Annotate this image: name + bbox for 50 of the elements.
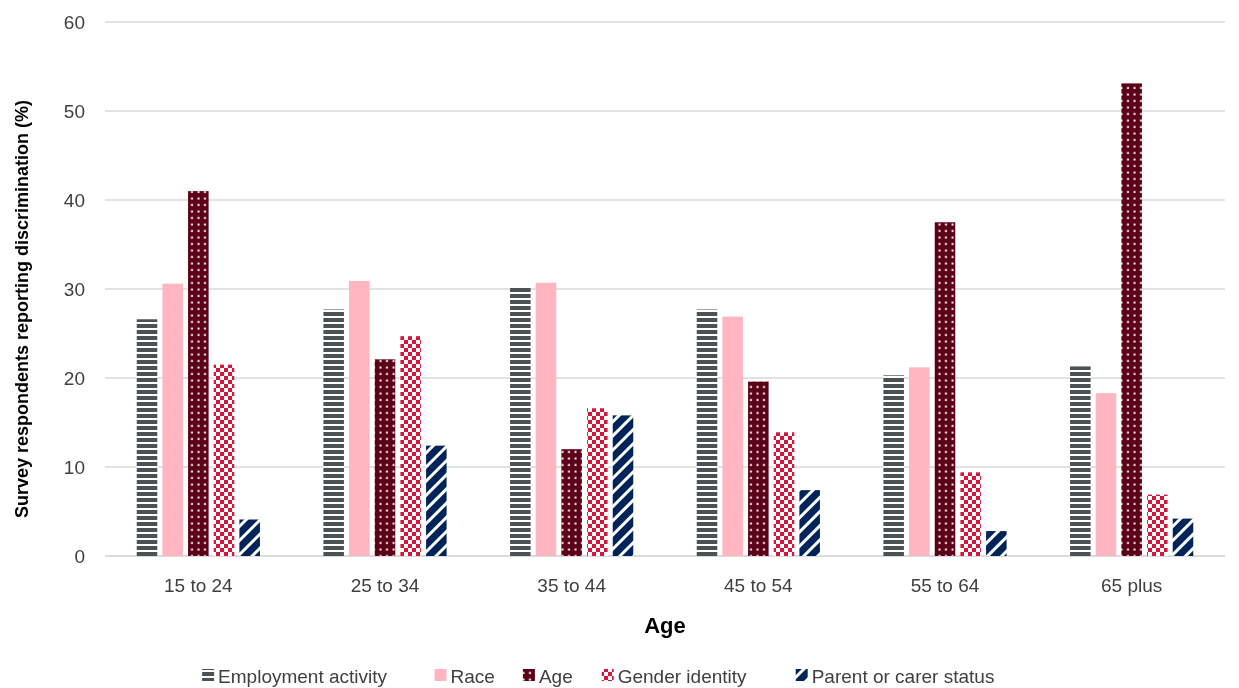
y-tick-label: 50 bbox=[63, 100, 85, 122]
x-tick-label: 25 to 34 bbox=[350, 575, 420, 596]
x-tick-label: 15 to 24 bbox=[164, 575, 234, 596]
bar bbox=[239, 519, 260, 556]
bar bbox=[136, 319, 158, 556]
bar bbox=[400, 336, 421, 556]
y-tick-label: 20 bbox=[63, 367, 85, 389]
y-tick-label: 10 bbox=[63, 456, 85, 478]
bar bbox=[213, 364, 235, 556]
bar bbox=[986, 531, 1007, 556]
x-tick-label: 65 plus bbox=[1101, 575, 1163, 596]
y-tick-label: 40 bbox=[63, 189, 85, 211]
y-tick-label: 60 bbox=[63, 11, 85, 33]
x-axis-title: Age bbox=[644, 613, 686, 638]
bar bbox=[1121, 83, 1142, 556]
bar bbox=[799, 490, 820, 556]
bar bbox=[323, 309, 344, 556]
legend-label: Age bbox=[538, 665, 573, 687]
bar bbox=[960, 472, 981, 556]
bar bbox=[748, 381, 769, 556]
bar bbox=[883, 375, 904, 556]
bar bbox=[612, 415, 634, 556]
x-tick-label: 35 to 44 bbox=[537, 575, 607, 596]
bar bbox=[696, 309, 718, 556]
bar bbox=[1172, 518, 1194, 556]
legend-label: Employment activity bbox=[218, 665, 388, 687]
bar bbox=[349, 280, 370, 556]
y-axis-title: Survey respondents reporting discrimination (%) bbox=[12, 99, 32, 519]
y-tick-label: 0 bbox=[74, 545, 85, 567]
bar bbox=[1147, 494, 1168, 556]
x-tick-label: 55 to 64 bbox=[910, 575, 980, 596]
bar bbox=[773, 432, 795, 556]
bar bbox=[909, 367, 930, 556]
bar bbox=[934, 222, 956, 556]
bar bbox=[188, 191, 209, 556]
y-tick-label: 30 bbox=[63, 278, 85, 300]
bar bbox=[426, 445, 447, 556]
bar bbox=[722, 316, 743, 556]
bar bbox=[374, 359, 396, 556]
bar bbox=[1095, 393, 1117, 556]
legend-label: Race bbox=[450, 665, 495, 687]
x-tick-label: 45 to 54 bbox=[724, 575, 794, 596]
bar bbox=[162, 283, 183, 556]
bar bbox=[510, 287, 531, 556]
bar bbox=[561, 449, 582, 556]
legend-label: Parent or carer status bbox=[811, 665, 995, 687]
bar bbox=[1070, 366, 1091, 556]
bar bbox=[587, 408, 608, 556]
legend-label: Gender identity bbox=[617, 665, 748, 687]
bar bbox=[535, 282, 557, 556]
